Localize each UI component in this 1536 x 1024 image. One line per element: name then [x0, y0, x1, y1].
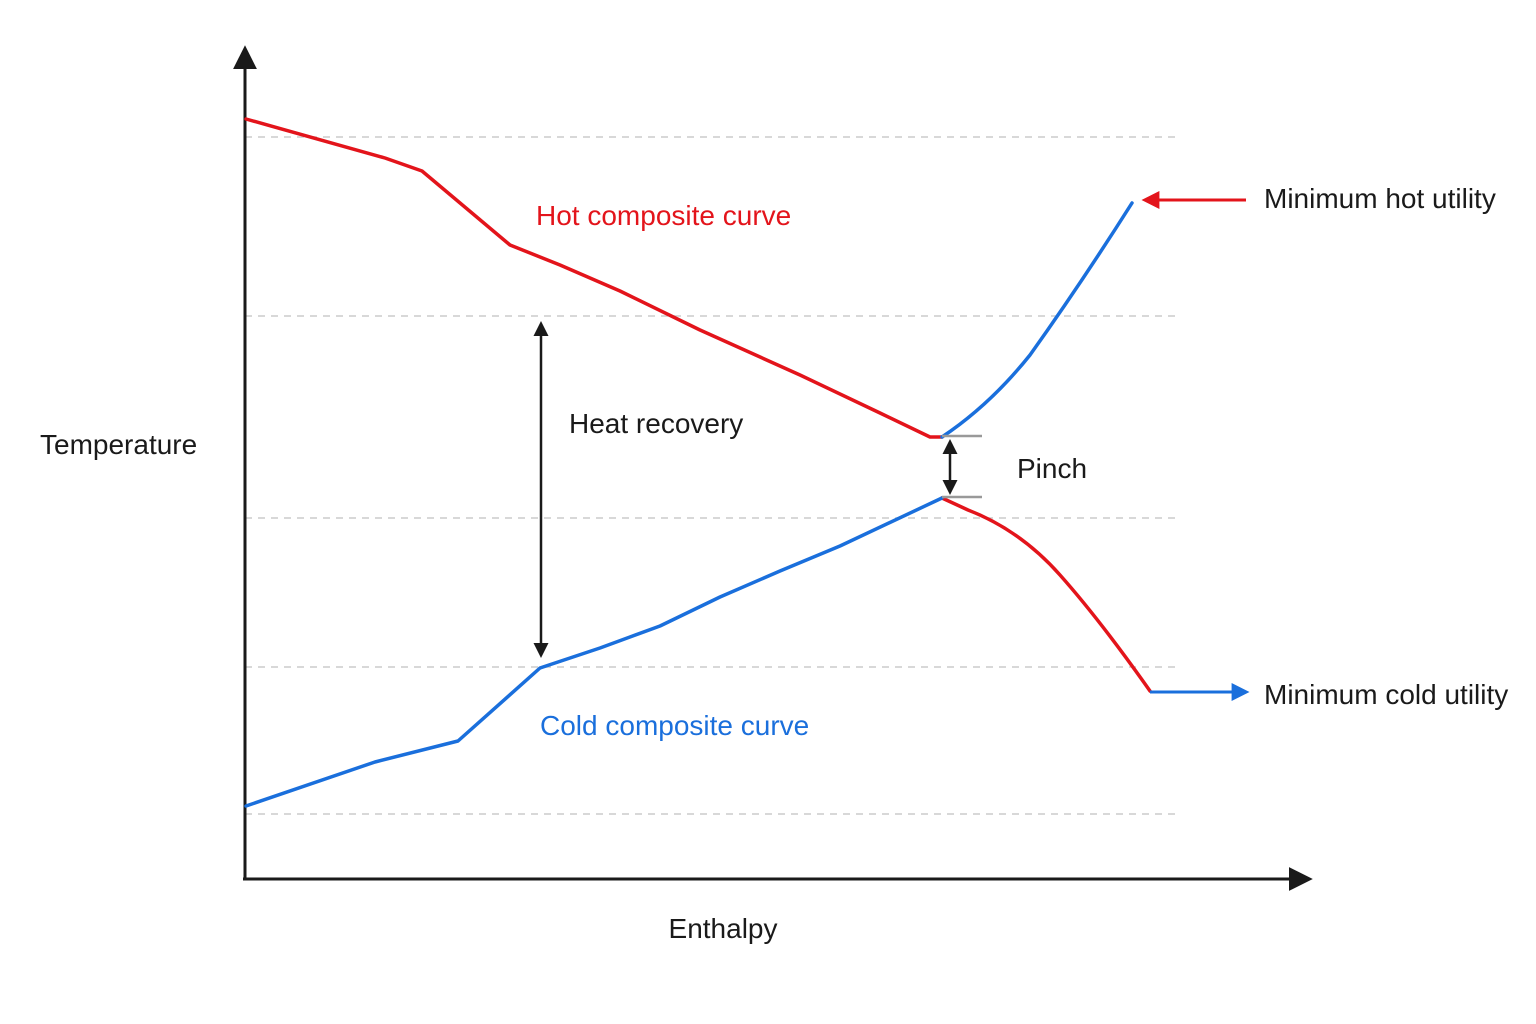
hot-composite-curve-tail — [940, 496, 1152, 693]
x-axis-label: Enthalpy — [669, 913, 778, 944]
cold-curve-label: Cold composite curve — [540, 710, 809, 741]
cold-composite-curve — [244, 496, 944, 808]
cold-composite-curve-tail — [940, 201, 1134, 439]
heat-recovery-label: Heat recovery — [569, 408, 743, 439]
y-axis-label: Temperature — [40, 429, 197, 460]
min-hot-utility-label: Minimum hot utility — [1264, 183, 1496, 214]
pinch-label: Pinch — [1017, 453, 1087, 484]
hot-composite-curve — [244, 117, 944, 439]
min-cold-utility-label: Minimum cold utility — [1264, 679, 1508, 710]
hot-curve-label: Hot composite curve — [536, 200, 791, 231]
